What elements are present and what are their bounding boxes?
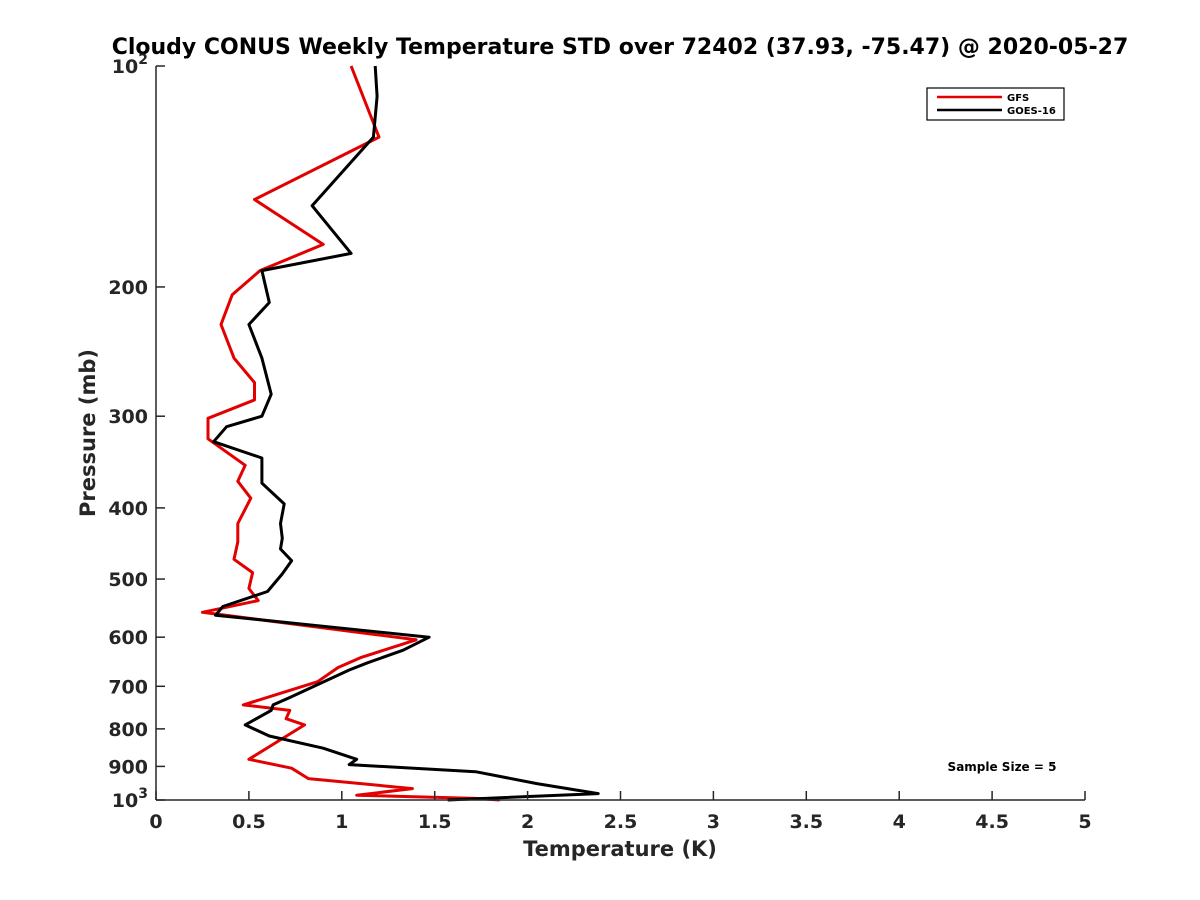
x-tick-label: 0: [149, 811, 162, 833]
x-tick-label: 2: [521, 811, 534, 833]
legend: GFS GOES-16: [926, 87, 1065, 121]
legend-box: [926, 87, 1065, 121]
x-tick-label: 2.5: [604, 811, 638, 833]
legend-label: GFS: [1007, 93, 1029, 104]
y-tick-label: 200: [108, 277, 148, 299]
y-tick-label: 300: [108, 406, 148, 428]
y-tick-label: 800: [108, 719, 148, 741]
y-tick-label: 900: [108, 756, 148, 778]
plot-area: [200, 65, 600, 802]
series-line-gfs: [200, 65, 500, 802]
y-tick-label: 600: [108, 627, 148, 649]
y-tick-label: 400: [108, 498, 148, 520]
legend-label: GOES-16: [1007, 106, 1056, 117]
y-tick-label: 103: [112, 786, 148, 812]
x-tick-label: 4.5: [975, 811, 1009, 833]
x-tick-label: 3.5: [789, 811, 823, 833]
x-tick-label: 5: [1078, 811, 1091, 833]
y-tick-label: 500: [108, 569, 148, 591]
x-axis-label: Temperature (K): [523, 837, 717, 861]
x-tick-label: 3: [707, 811, 720, 833]
axes: 0 0.5 1 1.5 2 2.5 3 3.5 4 4.5 5 102 200 300 400 500 600 7…: [108, 52, 1091, 833]
series-line-goes-16: [212, 65, 600, 802]
x-tick-label: 1.5: [418, 811, 452, 833]
x-tick-label: 1: [335, 811, 348, 833]
y-tick-label: 102: [112, 52, 148, 78]
y-axis-label: Pressure (mb): [76, 349, 100, 517]
chart-title: Cloudy CONUS Weekly Temperature STD over…: [112, 35, 1129, 60]
sample-size-annotation: Sample Size = 5: [948, 760, 1057, 774]
x-tick-label: 0.5: [232, 811, 266, 833]
x-tick-label: 4: [893, 811, 906, 833]
y-tick-label: 700: [108, 676, 148, 698]
